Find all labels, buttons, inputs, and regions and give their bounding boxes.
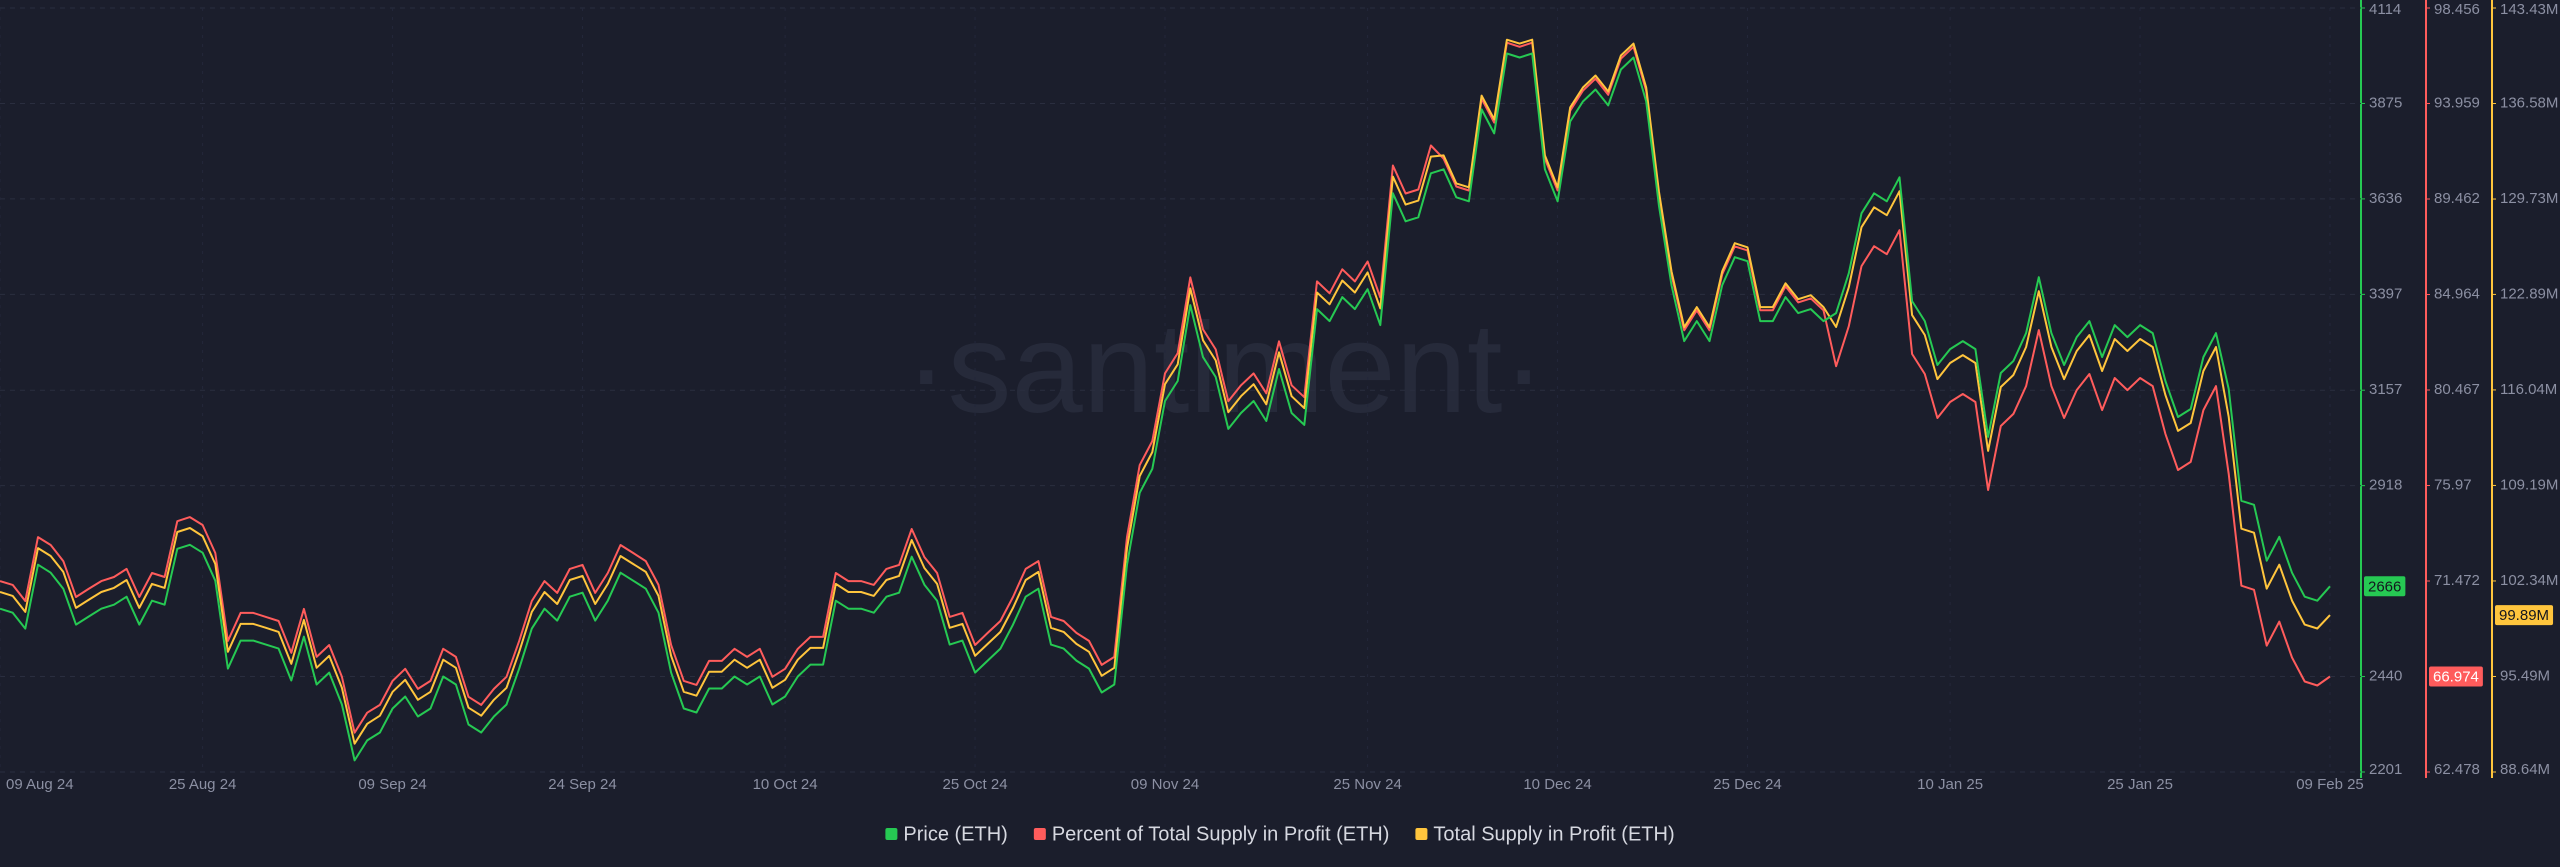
current-value-label: 99.89M (2495, 605, 2554, 626)
legend-item: Total Supply in Profit (ETH) (1415, 823, 1675, 845)
y-tick-label: 2440 (2369, 668, 2402, 685)
y-tick-label: 98.456 (2434, 1, 2480, 18)
x-tick-label: 25 Oct 24 (943, 776, 1008, 793)
y-tick-label: 122.89M (2500, 285, 2558, 302)
y-tick-label: 2918 (2369, 477, 2402, 494)
legend-text: Total Supply in Profit (ETH) (1433, 823, 1674, 845)
y-tick-label: 116.04M (2500, 381, 2557, 398)
series-line (0, 38, 2331, 745)
y-tick-label: 88.64M (2500, 761, 2550, 778)
legend-swatch (885, 828, 898, 840)
current-value-text: 2666 (2368, 578, 2401, 595)
current-value-box (2429, 666, 2483, 687)
series-line (0, 52, 2331, 762)
y-tick-label: 62.478 (2434, 761, 2480, 778)
x-tick-label: 25 Aug 24 (169, 776, 237, 793)
y-tick-label: 2201 (2369, 761, 2402, 778)
legend-item: Price (ETH) (885, 823, 1008, 845)
y-tick-label: 3875 (2369, 94, 2402, 111)
x-tick-label: 25 Jan 25 (2107, 776, 2173, 793)
y-tick-label: 80.467 (2434, 381, 2480, 398)
x-tick-label: 09 Nov 24 (1131, 776, 1199, 793)
current-value-box (2495, 605, 2554, 626)
y-tick-label: 109.19M (2500, 476, 2558, 493)
current-value-text: 99.89M (2499, 607, 2549, 624)
x-tick-label: 09 Feb 25 (2296, 776, 2364, 793)
x-tick-label: 25 Nov 24 (1333, 776, 1401, 793)
x-tick-label: 10 Jan 25 (1917, 776, 1983, 793)
y-tick-label: 89.462 (2434, 190, 2480, 207)
y-tick-label: 75.97 (2434, 476, 2472, 493)
current-value-box (2364, 576, 2406, 597)
legend-text: Percent of Total Supply in Profit (ETH) (1052, 823, 1390, 845)
y-tick-label: 84.964 (2434, 285, 2480, 302)
legend-text: Price (ETH) (903, 823, 1007, 845)
x-tick-label: 10 Dec 24 (1523, 776, 1591, 793)
x-tick-label: 10 Oct 24 (753, 776, 818, 793)
x-tick-label: 09 Aug 24 (6, 776, 74, 793)
y-tick-label: 3636 (2369, 190, 2402, 207)
y-tick-label: 129.73M (2500, 190, 2558, 207)
current-value-label: 2666 (2364, 576, 2406, 597)
x-tick-label: 25 Dec 24 (1713, 776, 1781, 793)
y-tick-label: 136.58M (2500, 94, 2558, 111)
x-tick-label: 09 Sep 24 (358, 776, 426, 793)
y-tick-label: 4114 (2369, 1, 2401, 18)
legend-swatch (1415, 828, 1428, 840)
y-tick-label: 71.472 (2434, 572, 2480, 589)
y-tick-label: 95.49M (2500, 667, 2550, 684)
y-tick-label: 93.959 (2434, 94, 2480, 111)
y-tick-label: 143.43M (2500, 1, 2558, 18)
y-tick-label: 102.34M (2500, 572, 2558, 589)
current-value-label: 66.974 (2429, 666, 2483, 687)
x-tick-label: 24 Sep 24 (548, 776, 616, 793)
series-line (0, 41, 2331, 734)
legend-item: Percent of Total Supply in Profit (ETH) (1033, 823, 1390, 845)
y-tick-label: 3397 (2369, 285, 2402, 302)
current-value-text: 66.974 (2433, 668, 2479, 685)
legend-swatch (1033, 828, 1046, 840)
y-tick-label: 3157 (2369, 381, 2402, 398)
